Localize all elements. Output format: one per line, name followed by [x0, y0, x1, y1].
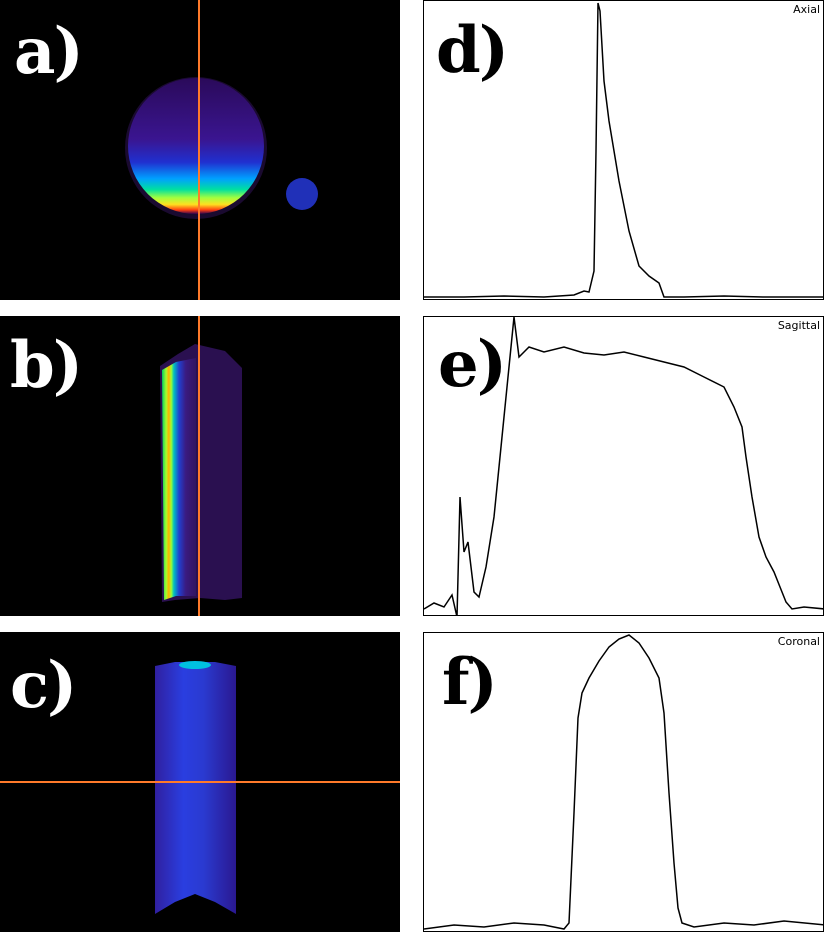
sagittal-phantom — [162, 358, 196, 600]
panel-e-label: e) — [438, 327, 507, 402]
coronal-profile-plot: Coronal f) — [423, 632, 824, 932]
coronal-profile-graphic — [424, 634, 823, 930]
panel-f-label: f) — [442, 645, 498, 720]
panel-b-label: b) — [10, 328, 83, 403]
axial-profile-plot: Axial d) — [423, 0, 824, 300]
panel-a-label: a) — [14, 14, 84, 89]
mri-axial-image: a) — [0, 0, 400, 300]
panel-c-label: c) — [10, 648, 77, 723]
coronal-plot-title: Coronal — [777, 635, 820, 648]
coronal-image-graphic — [0, 661, 400, 914]
sagittal-profile-graphic — [424, 317, 823, 615]
axial-reference-vial — [286, 178, 318, 210]
axial-profile-graphic — [424, 2, 823, 298]
axial-profile-line — [424, 2, 823, 298]
axial-plot-title: Axial — [793, 3, 820, 16]
sagittal-profile-line — [424, 317, 823, 615]
mri-sagittal-image: b) — [0, 316, 400, 616]
mri-coronal-image: c) — [0, 632, 400, 932]
sagittal-image-graphic — [160, 316, 242, 616]
panel-d-label: d) — [436, 13, 509, 88]
sagittal-plot-title: Sagittal — [777, 319, 820, 332]
axial-image-graphic — [125, 0, 318, 300]
sagittal-profile-plot: Sagittal e) — [423, 316, 824, 616]
coronal-profile-line — [424, 634, 823, 930]
axial-phantom — [128, 78, 264, 214]
coronal-top-highlight — [179, 661, 211, 669]
coronal-phantom — [155, 662, 236, 914]
